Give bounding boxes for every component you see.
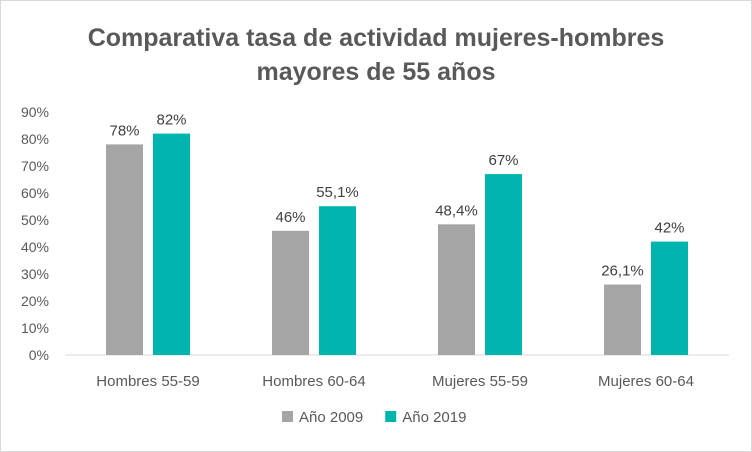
y-tick-label: 50% xyxy=(21,212,49,228)
data-label: 26,1% xyxy=(601,263,644,280)
y-tick-label: 60% xyxy=(21,185,49,201)
bar xyxy=(319,206,356,355)
x-category-label: Hombres 60-64 xyxy=(262,373,365,390)
bar xyxy=(485,174,522,355)
bar xyxy=(272,230,309,355)
data-label: 46% xyxy=(275,209,305,226)
y-tick-label: 80% xyxy=(21,131,49,147)
x-category-label: Hombres 55-59 xyxy=(96,373,199,390)
data-label: 55,1% xyxy=(316,184,359,201)
chart-title: Comparativa tasa de actividad mujeres-ho… xyxy=(1,21,751,89)
y-tick-label: 0% xyxy=(29,347,49,363)
y-tick-label: 40% xyxy=(21,239,49,255)
y-tick-label: 70% xyxy=(21,158,49,174)
bar xyxy=(651,241,688,355)
y-tick-label: 30% xyxy=(21,266,49,282)
bar xyxy=(438,224,475,355)
chart-title-line1: Comparativa tasa de actividad mujeres-ho… xyxy=(87,24,665,52)
legend-label: Año 2009 xyxy=(299,409,363,426)
x-category-label: Mujeres 60-64 xyxy=(598,373,694,390)
chart-title-line2: mayores de 55 años xyxy=(256,58,496,86)
bar xyxy=(604,284,641,355)
y-tick-label: 10% xyxy=(21,320,49,336)
data-label: 78% xyxy=(109,122,139,139)
legend-label: Año 2019 xyxy=(402,409,466,426)
bar xyxy=(153,133,190,355)
data-label: 48,4% xyxy=(435,202,478,219)
legend-swatch xyxy=(282,411,293,422)
x-category-label: Mujeres 55-59 xyxy=(432,373,528,390)
data-label: 82% xyxy=(156,112,186,129)
y-tick-label: 90% xyxy=(21,104,49,120)
data-label: 67% xyxy=(488,152,518,169)
data-label: 42% xyxy=(654,220,684,237)
bar xyxy=(106,144,143,355)
y-tick-label: 20% xyxy=(21,293,49,309)
legend-swatch xyxy=(385,411,397,422)
